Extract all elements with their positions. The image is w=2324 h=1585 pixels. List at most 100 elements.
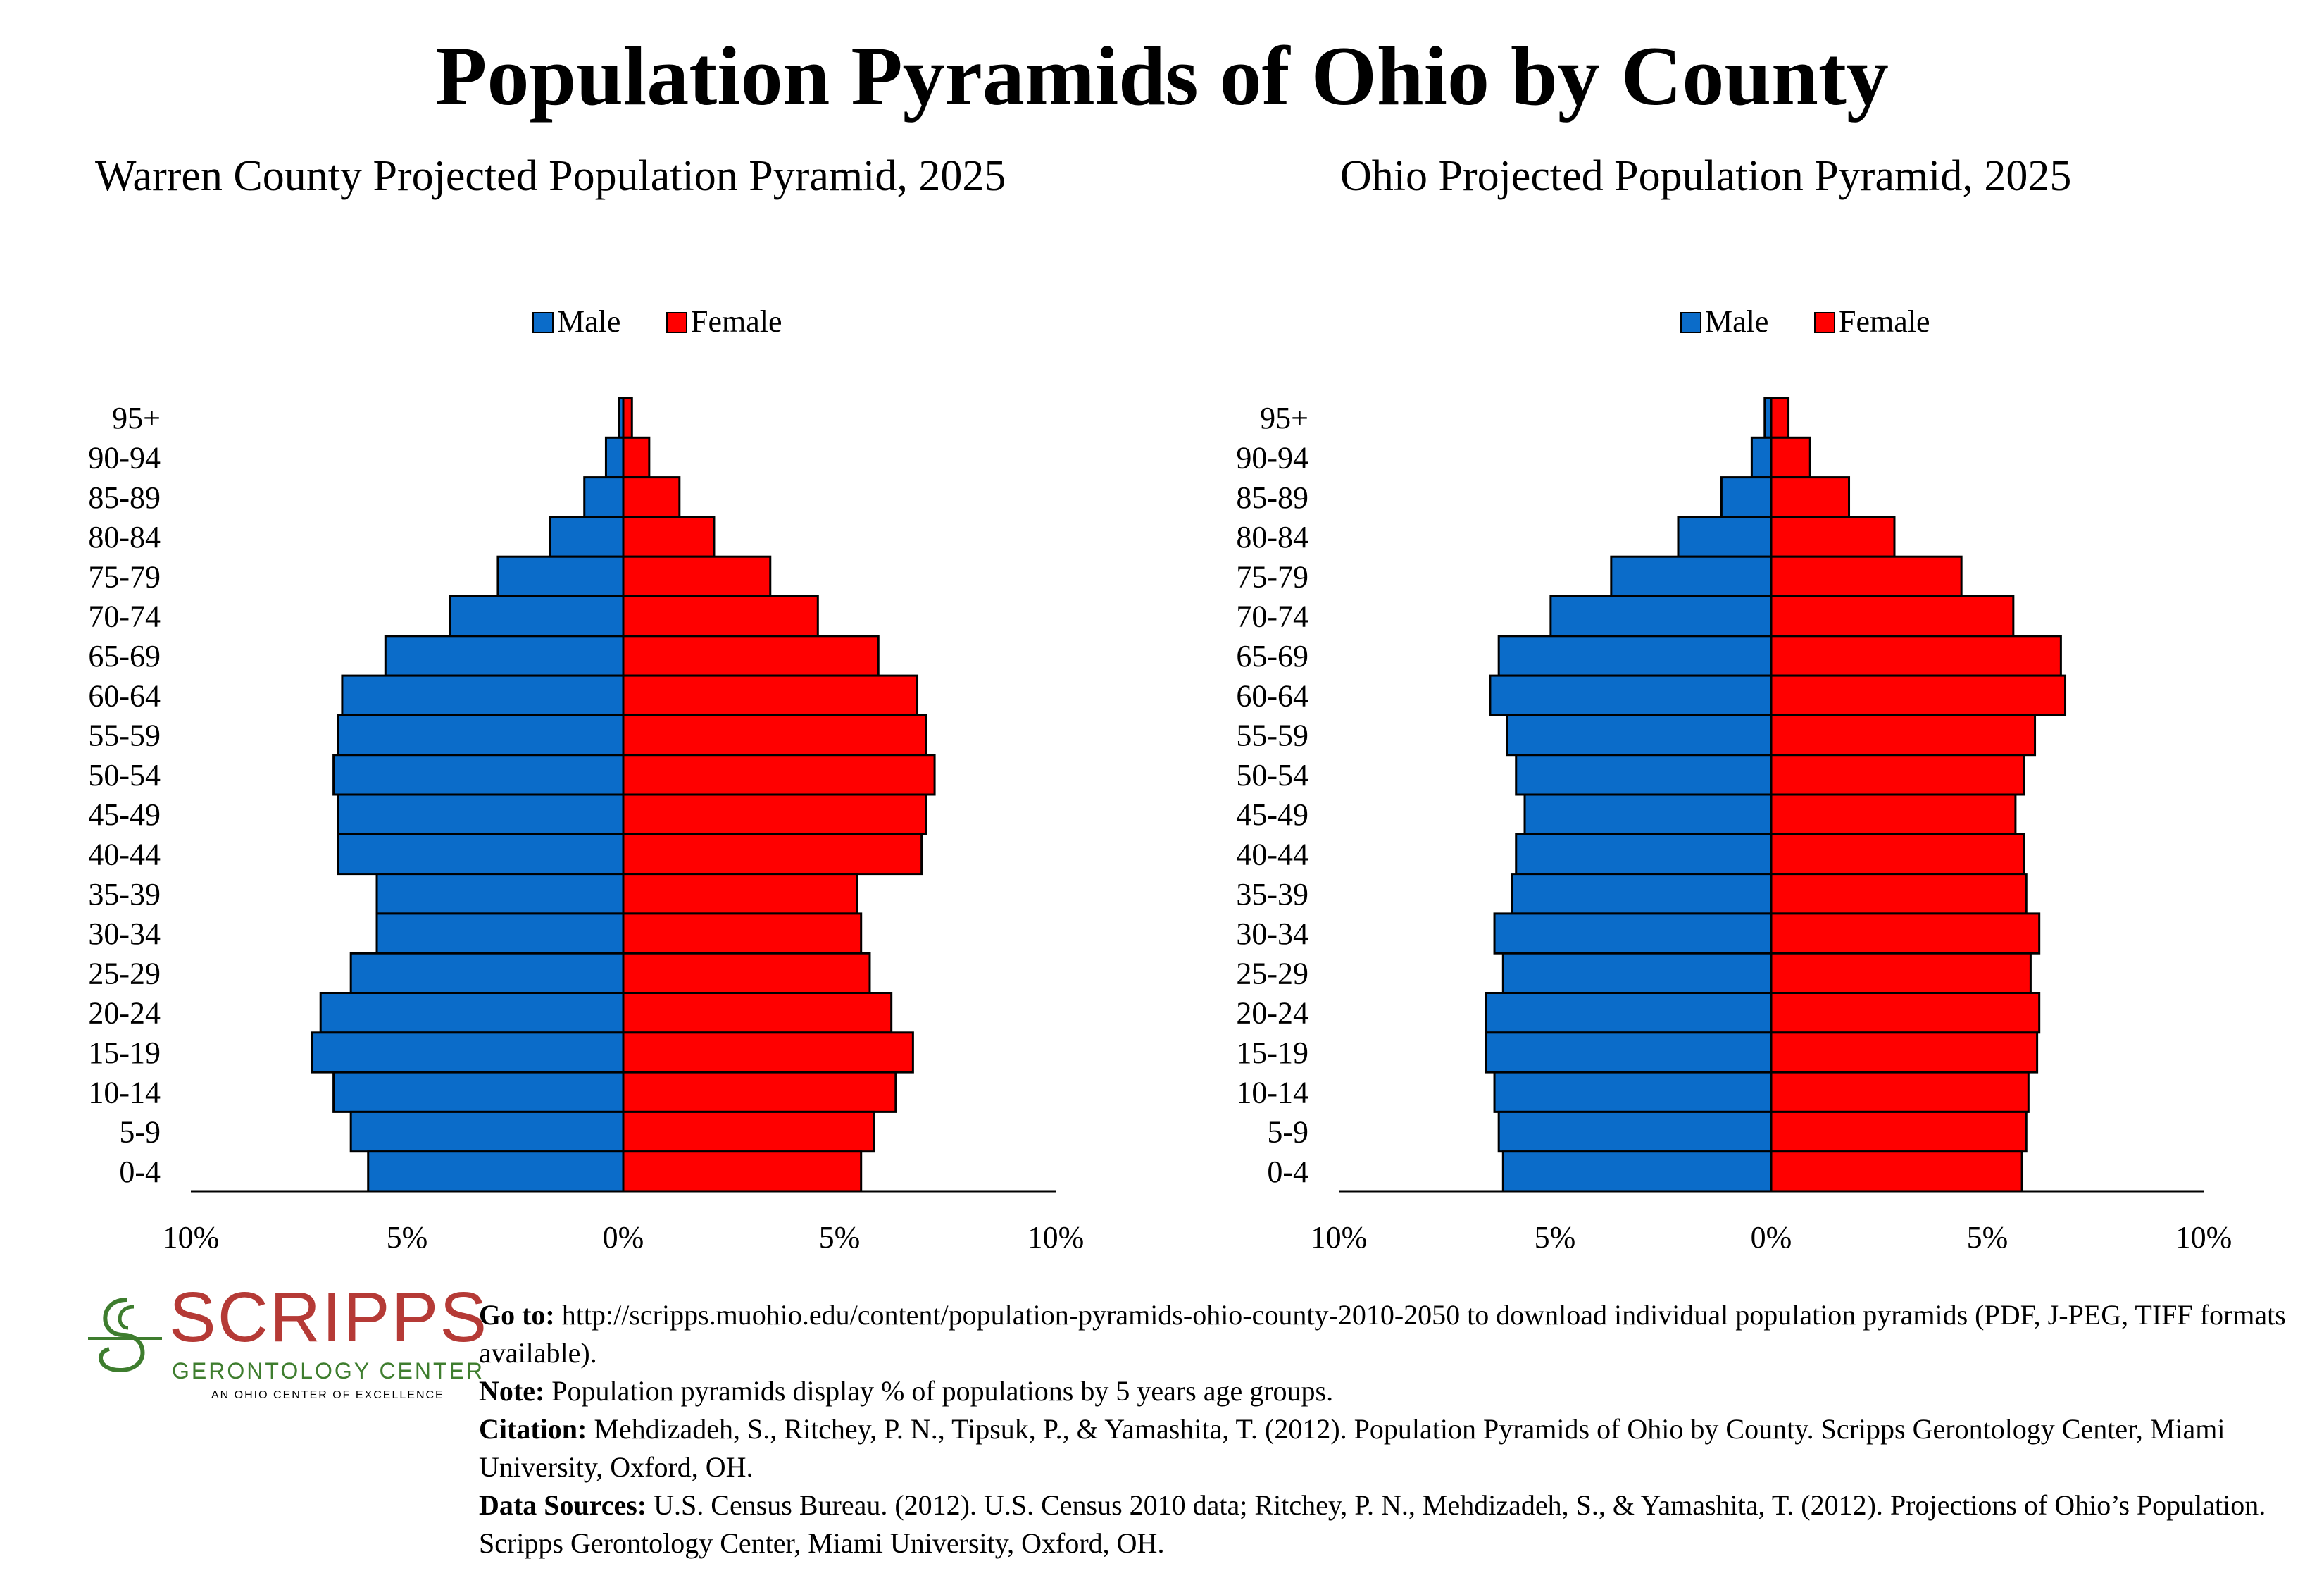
footer-notes: Go to: http://scripps.muohio.edu/content… bbox=[479, 1296, 2310, 1562]
ohio-x-tick-label: 0% bbox=[1751, 1220, 1792, 1255]
warren-legend-label-female: Female bbox=[691, 304, 782, 339]
warren-age-label: 80-84 bbox=[88, 520, 161, 554]
warren-legend-swatch-male bbox=[532, 312, 554, 333]
ohio-bar-male-80-84 bbox=[1677, 516, 1773, 558]
ohio-age-label: 10-14 bbox=[1236, 1075, 1308, 1110]
warren-bar-male-60-64 bbox=[341, 674, 625, 716]
footer-data-sources: Data Sources: U.S. Census Bureau. (2012)… bbox=[479, 1489, 2266, 1559]
warren-bar-female-45-49 bbox=[622, 793, 927, 835]
ohio-bar-male-65-69 bbox=[1497, 635, 1773, 677]
warren-bar-female-5-9 bbox=[622, 1110, 875, 1153]
ohio-age-label: 75-79 bbox=[1236, 559, 1308, 594]
warren-bar-male-70-74 bbox=[449, 595, 625, 638]
ohio-age-label: 80-84 bbox=[1236, 520, 1308, 554]
ohio-age-label: 60-64 bbox=[1236, 678, 1308, 713]
logo-subtitle: GERONTOLOGY CENTER bbox=[172, 1358, 485, 1384]
warren-bar-male-40-44 bbox=[337, 833, 625, 876]
warren-age-label: 75-79 bbox=[88, 559, 161, 594]
ohio-age-label: 70-74 bbox=[1236, 599, 1308, 634]
warren-bar-female-95+ bbox=[622, 397, 633, 439]
warren-legend: Male Female bbox=[532, 304, 782, 339]
warren-age-label: 45-49 bbox=[88, 797, 161, 832]
ohio-x-tick-label: 10% bbox=[1311, 1220, 1368, 1255]
warren-age-label: 90-94 bbox=[88, 440, 161, 475]
warren-age-label: 10-14 bbox=[88, 1075, 161, 1110]
ohio-age-label: 20-24 bbox=[1236, 996, 1308, 1031]
ohio-bar-female-20-24 bbox=[1770, 992, 2041, 1034]
ohio-bar-female-60-64 bbox=[1770, 674, 2067, 716]
warren-bar-female-90-94 bbox=[622, 436, 651, 479]
ohio-bar-male-35-39 bbox=[1511, 873, 1773, 915]
warren-bar-female-25-29 bbox=[622, 952, 871, 995]
warren-bar-female-15-19 bbox=[622, 1031, 914, 1074]
warren-x-tick-label: 0% bbox=[603, 1220, 644, 1255]
ohio-bar-female-80-84 bbox=[1770, 516, 1896, 558]
ohio-age-label: 35-39 bbox=[1236, 877, 1308, 912]
ohio-bar-male-40-44 bbox=[1515, 833, 1773, 876]
ohio-age-label: 65-69 bbox=[1236, 639, 1308, 673]
ohio-legend-label-male: Male bbox=[1705, 304, 1768, 339]
logo-name: SCRIPPS bbox=[169, 1278, 489, 1357]
ohio-bar-male-30-34 bbox=[1493, 912, 1773, 955]
warren-bar-female-50-54 bbox=[622, 754, 936, 796]
footer-goto: Go to: http://scripps.muohio.edu/content… bbox=[479, 1299, 2286, 1369]
warren-bar-male-55-59 bbox=[337, 714, 625, 757]
ohio-legend: Male Female bbox=[1680, 304, 1930, 339]
warren-age-label: 35-39 bbox=[88, 877, 161, 912]
scripps-swirl-icon bbox=[88, 1298, 162, 1373]
warren-bar-female-80-84 bbox=[622, 516, 716, 558]
scripps-logo: SCRIPPS GERONTOLOGY CENTER AN OHIO CENTE… bbox=[85, 1279, 487, 1419]
warren-age-label: 95+ bbox=[112, 401, 161, 435]
warren-bar-female-70-74 bbox=[622, 595, 819, 638]
ohio-age-label: 25-29 bbox=[1236, 956, 1308, 990]
warren-bar-male-80-84 bbox=[549, 516, 625, 558]
ohio-bar-male-0-4 bbox=[1501, 1150, 1773, 1193]
ohio-bar-female-10-14 bbox=[1770, 1071, 2030, 1113]
ohio-bar-female-5-9 bbox=[1770, 1110, 2028, 1153]
ohio-age-label: 55-59 bbox=[1236, 719, 1308, 753]
ohio-age-label: 0-4 bbox=[1267, 1155, 1308, 1189]
ohio-bar-female-0-4 bbox=[1770, 1150, 2023, 1193]
warren-age-label: 30-34 bbox=[88, 916, 161, 951]
warren-x-tick-label: 10% bbox=[163, 1220, 220, 1255]
warren-bar-male-35-39 bbox=[375, 873, 625, 915]
ohio-bar-male-70-74 bbox=[1549, 595, 1773, 638]
ohio-legend-swatch-female bbox=[1814, 312, 1835, 333]
warren-x-tick-label: 10% bbox=[1027, 1220, 1085, 1255]
warren-bar-female-10-14 bbox=[622, 1071, 897, 1113]
warren-bar-female-75-79 bbox=[622, 555, 772, 598]
footer-note: Note: Population pyramids display % of p… bbox=[479, 1375, 1334, 1407]
ohio-bar-male-90-94 bbox=[1750, 436, 1773, 479]
ohio-bar-male-50-54 bbox=[1515, 754, 1773, 796]
ohio-age-label: 15-19 bbox=[1236, 1036, 1308, 1070]
ohio-age-label: 90-94 bbox=[1236, 440, 1308, 475]
ohio-age-label: 85-89 bbox=[1236, 480, 1308, 515]
warren-age-label: 65-69 bbox=[88, 639, 161, 673]
warren-age-label: 20-24 bbox=[88, 996, 161, 1031]
warren-bar-male-10-14 bbox=[332, 1071, 625, 1113]
ohio-bar-female-65-69 bbox=[1770, 635, 2062, 677]
ohio-age-label: 30-34 bbox=[1236, 916, 1308, 951]
ohio-bar-male-55-59 bbox=[1506, 714, 1773, 757]
warren-age-label: 60-64 bbox=[88, 678, 161, 713]
ohio-bar-male-45-49 bbox=[1523, 793, 1773, 835]
ohio-chart-title: Ohio Projected Population Pyramid, 2025 bbox=[1340, 152, 2072, 200]
warren-age-label: 85-89 bbox=[88, 480, 161, 515]
ohio-bar-female-45-49 bbox=[1770, 793, 2017, 835]
ohio-bar-female-40-44 bbox=[1770, 833, 2025, 876]
ohio-bar-male-25-29 bbox=[1501, 952, 1773, 995]
ohio-bar-female-95+ bbox=[1770, 397, 1790, 439]
ohio-age-label: 45-49 bbox=[1236, 797, 1308, 832]
warren-bar-male-25-29 bbox=[349, 952, 625, 995]
warren-bar-male-50-54 bbox=[332, 754, 625, 796]
warren-age-label: 55-59 bbox=[88, 719, 161, 753]
footer-citation: Citation: Mehdizadeh, S., Ritchey, P. N.… bbox=[479, 1413, 2225, 1483]
ohio-bar-male-5-9 bbox=[1497, 1110, 1773, 1153]
warren-bar-female-85-89 bbox=[622, 476, 681, 518]
ohio-bar-male-20-24 bbox=[1485, 992, 1773, 1034]
logo-tagline: AN OHIO CENTER OF EXCELLENCE bbox=[211, 1389, 444, 1401]
ohio-age-label: 95+ bbox=[1260, 401, 1308, 435]
warren-bar-male-85-89 bbox=[583, 476, 625, 518]
warren-bar-male-15-19 bbox=[311, 1031, 625, 1074]
warren-bar-female-0-4 bbox=[622, 1150, 863, 1193]
